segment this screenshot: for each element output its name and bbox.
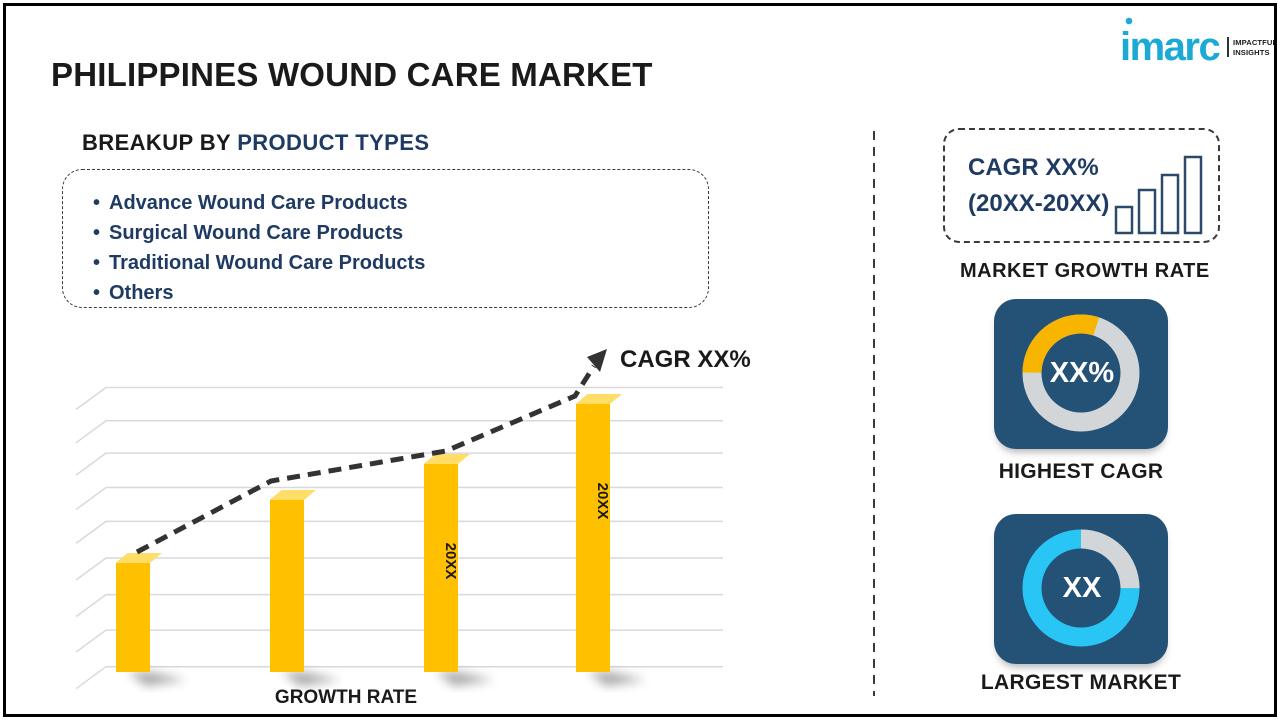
svg-text:20XX: 20XX bbox=[442, 543, 459, 580]
svg-text:20XX: 20XX bbox=[594, 483, 611, 520]
svg-text:GROWTH RATE: GROWTH RATE bbox=[275, 687, 417, 708]
svg-text:CAGR XX%: CAGR XX% bbox=[620, 346, 751, 373]
svg-text:XX%: XX% bbox=[1050, 357, 1115, 389]
svg-text:XX: XX bbox=[1063, 572, 1102, 604]
